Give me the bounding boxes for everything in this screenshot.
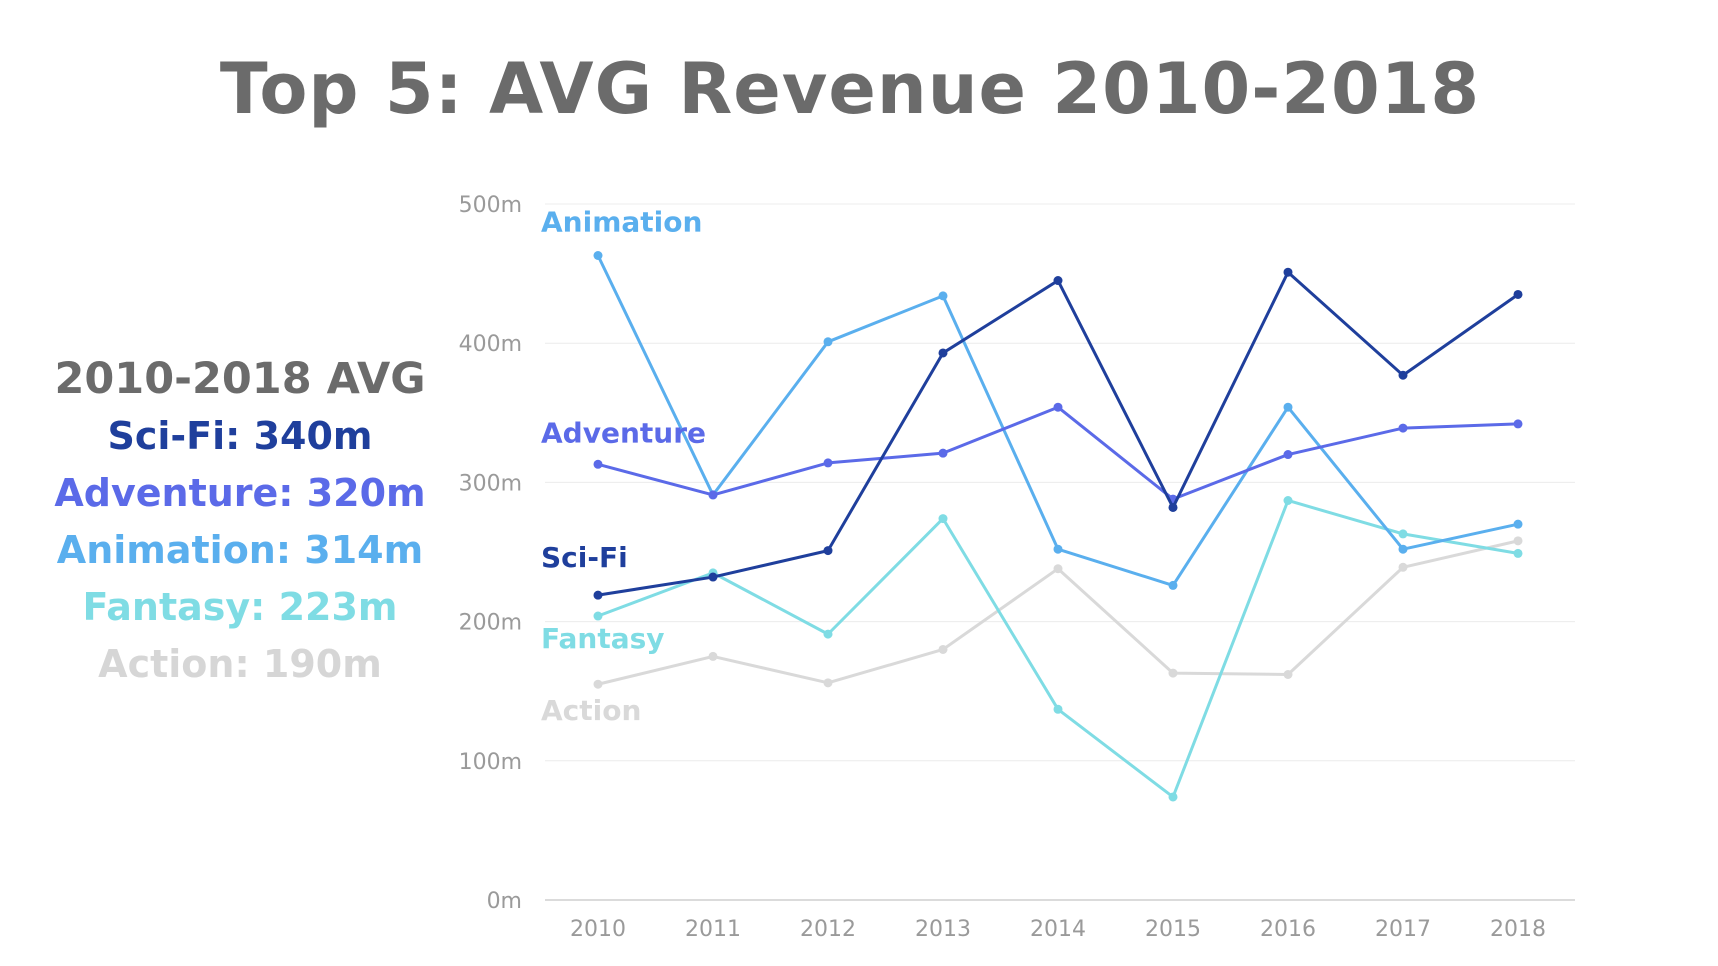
series-label-adventure: Adventure bbox=[541, 416, 706, 449]
y-tick-label: 300m bbox=[459, 471, 522, 496]
series-label-fantasy: Fantasy bbox=[541, 622, 665, 655]
data-point-animation bbox=[823, 337, 833, 347]
data-point-fantasy bbox=[1053, 704, 1063, 714]
x-tick-label: 2015 bbox=[1145, 917, 1201, 942]
y-tick-label: 200m bbox=[459, 611, 522, 636]
summary-item-fantasy: Fantasy: 223m bbox=[82, 585, 398, 629]
series-label-action: Action bbox=[541, 694, 641, 727]
data-point-sci-fi bbox=[938, 348, 948, 358]
data-point-adventure bbox=[1398, 423, 1408, 433]
data-point-action bbox=[823, 678, 833, 688]
summary-item-adventure: Adventure: 320m bbox=[54, 471, 426, 515]
x-tick-label: 2013 bbox=[915, 917, 971, 942]
data-point-action bbox=[1513, 536, 1523, 546]
series-label-animation: Animation bbox=[541, 206, 702, 239]
data-point-fantasy bbox=[1283, 495, 1293, 505]
series-line-adventure bbox=[597, 405, 1519, 501]
x-tick-label: 2012 bbox=[800, 917, 856, 942]
summary-item-sci-fi: Sci-Fi: 340m bbox=[107, 414, 373, 458]
y-tick-label: 500m bbox=[459, 193, 522, 218]
x-tick-label: 2016 bbox=[1260, 917, 1316, 942]
data-point-animation bbox=[1398, 544, 1408, 554]
x-tick-label: 2014 bbox=[1030, 917, 1086, 942]
data-point-action bbox=[1398, 562, 1408, 572]
data-point-animation bbox=[938, 291, 948, 301]
summary-item-animation: Animation: 314m bbox=[56, 528, 424, 572]
data-point-animation bbox=[1283, 402, 1293, 412]
y-tick-label: 0m bbox=[487, 889, 522, 914]
chart-title: Top 5: AVG Revenue 2010-2018 bbox=[219, 48, 1481, 130]
data-point-fantasy bbox=[938, 514, 948, 524]
data-point-animation bbox=[593, 251, 603, 261]
data-point-action bbox=[938, 644, 948, 654]
data-point-adventure bbox=[708, 490, 718, 500]
data-point-action bbox=[708, 651, 718, 661]
data-point-action bbox=[1168, 668, 1178, 678]
data-point-sci-fi bbox=[1053, 276, 1063, 286]
data-point-animation bbox=[1053, 544, 1063, 554]
data-point-sci-fi bbox=[593, 590, 603, 600]
summary-heading: 2010-2018 AVG bbox=[54, 354, 426, 404]
data-point-fantasy bbox=[1168, 792, 1178, 802]
data-point-animation bbox=[1168, 580, 1178, 590]
data-point-adventure bbox=[593, 459, 603, 469]
data-point-action bbox=[1053, 564, 1063, 574]
data-point-fantasy bbox=[1513, 548, 1523, 558]
data-point-adventure bbox=[938, 448, 948, 458]
data-point-fantasy bbox=[1398, 529, 1408, 539]
y-tick-label: 400m bbox=[459, 332, 522, 357]
data-point-sci-fi bbox=[1398, 370, 1408, 380]
data-point-adventure bbox=[823, 458, 833, 468]
y-tick-label: 100m bbox=[459, 750, 522, 775]
series-line-animation bbox=[596, 254, 1519, 587]
x-tick-label: 2018 bbox=[1490, 917, 1546, 942]
data-point-sci-fi bbox=[1513, 289, 1523, 299]
data-point-sci-fi bbox=[708, 572, 718, 582]
data-point-adventure bbox=[1513, 419, 1523, 429]
data-point-action bbox=[1283, 669, 1293, 679]
data-point-sci-fi bbox=[823, 546, 833, 556]
data-point-fantasy bbox=[593, 611, 603, 621]
data-point-fantasy bbox=[823, 629, 833, 639]
x-tick-label: 2010 bbox=[570, 917, 626, 942]
x-tick-label: 2017 bbox=[1375, 917, 1431, 942]
data-point-sci-fi bbox=[1168, 502, 1178, 512]
data-point-animation bbox=[1513, 519, 1523, 529]
series-label-sci-fi: Sci-Fi bbox=[541, 541, 628, 574]
data-point-sci-fi bbox=[1283, 267, 1293, 277]
data-point-adventure bbox=[1283, 450, 1293, 460]
series-line-action bbox=[597, 539, 1519, 686]
x-tick-label: 2011 bbox=[685, 917, 741, 942]
data-point-action bbox=[593, 679, 603, 689]
average-summary: 2010-2018 AVG Sci-Fi: 340m Adventure: 32… bbox=[30, 350, 450, 693]
summary-item-action: Action: 190m bbox=[98, 642, 382, 686]
data-point-adventure bbox=[1053, 402, 1063, 412]
